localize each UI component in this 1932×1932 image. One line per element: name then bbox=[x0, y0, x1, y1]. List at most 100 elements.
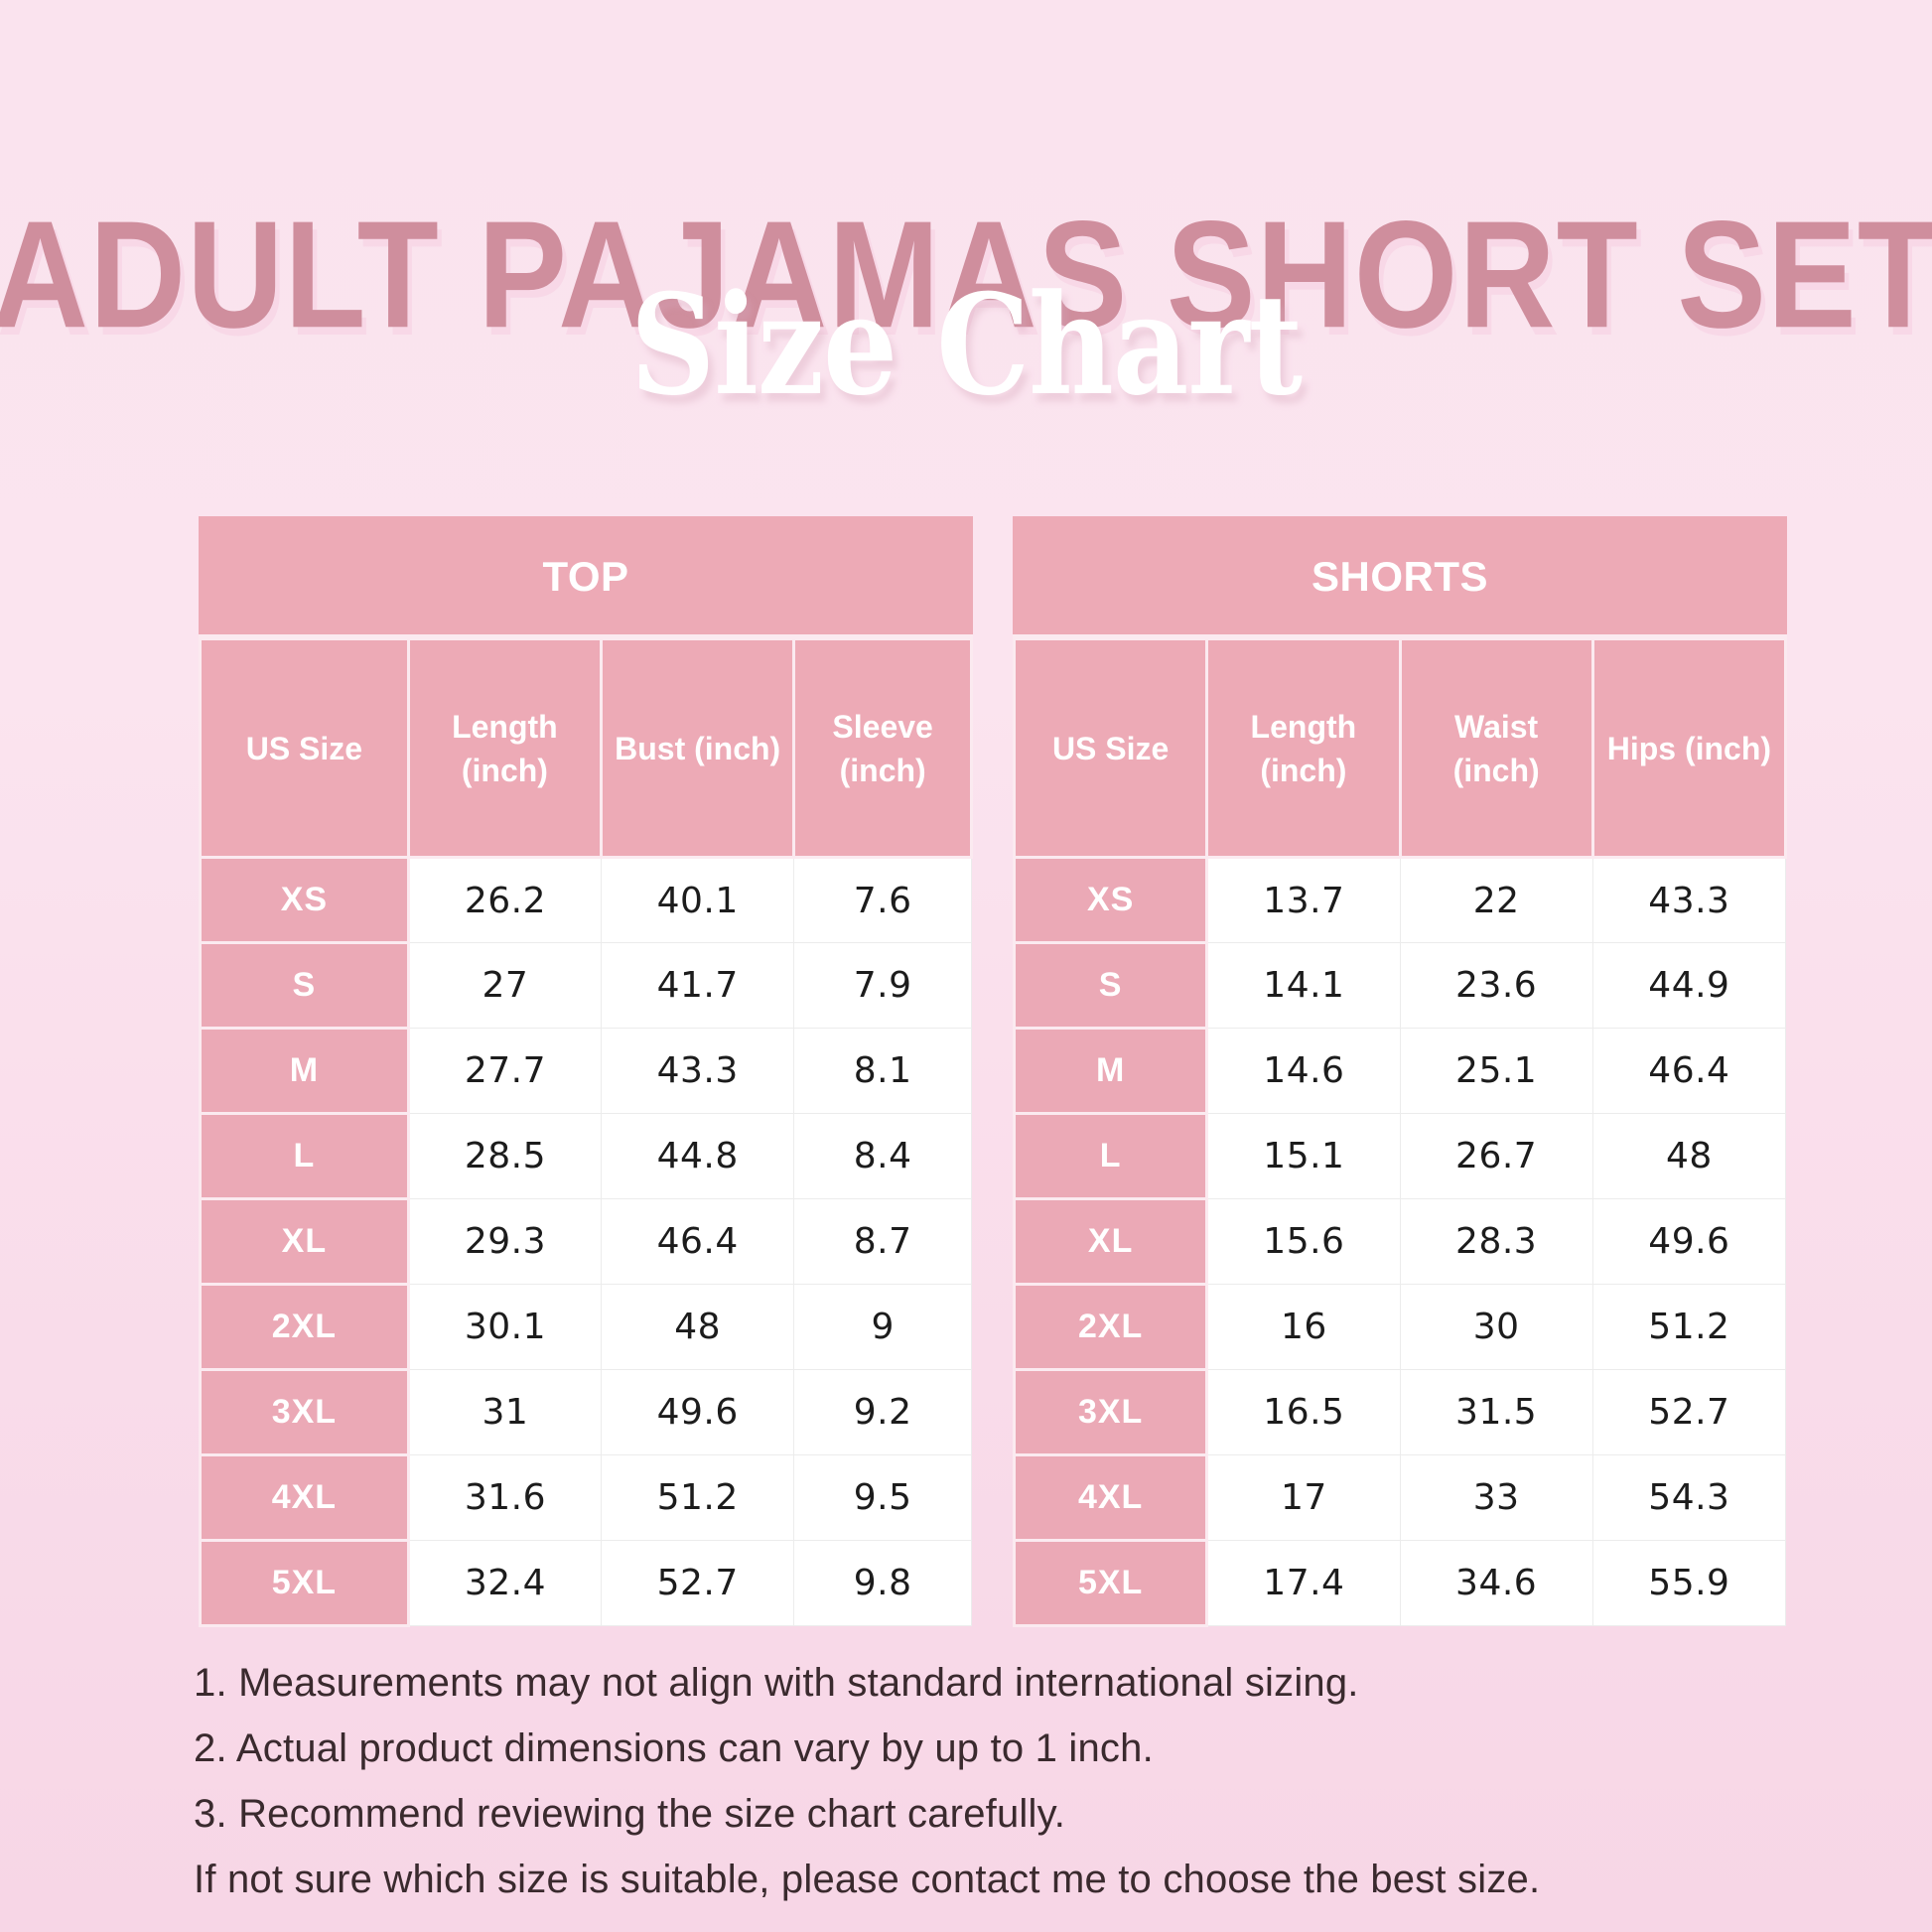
value-length: 14.1 bbox=[1206, 942, 1401, 1029]
page-subtitle: Size Chart bbox=[629, 263, 1303, 427]
value-hips: 48 bbox=[1591, 1113, 1787, 1199]
size-label: M bbox=[199, 1027, 410, 1115]
col-header-bust: Bust (inch) bbox=[600, 637, 796, 859]
value-length: 15.1 bbox=[1206, 1113, 1401, 1199]
note-item: 3. Recommend reviewing the size chart ca… bbox=[194, 1792, 1066, 1836]
col-header-hips: Hips (inch) bbox=[1590, 637, 1788, 859]
value-length: 15.6 bbox=[1206, 1198, 1401, 1285]
size-label: M bbox=[1012, 1027, 1209, 1115]
value-waist: 30 bbox=[1399, 1284, 1593, 1370]
value-sleeve: 7.9 bbox=[793, 942, 972, 1029]
col-header-us-size: US Size bbox=[1012, 637, 1209, 859]
value-hips: 46.4 bbox=[1591, 1028, 1787, 1114]
value-length: 13.7 bbox=[1206, 857, 1401, 943]
table-top: TOP US Size Length (inch) Bust (inch) Sl… bbox=[199, 516, 973, 1627]
value-length: 27 bbox=[407, 942, 603, 1029]
size-label: XL bbox=[199, 1197, 410, 1286]
value-hips: 51.2 bbox=[1591, 1284, 1787, 1370]
table-row: S 27 41.7 7.9 bbox=[199, 941, 972, 1030]
table-top-head: US Size Length (inch) Bust (inch) Sleeve… bbox=[199, 637, 973, 859]
value-sleeve: 8.1 bbox=[793, 1028, 972, 1114]
value-sleeve: 9 bbox=[793, 1284, 972, 1370]
value-bust: 43.3 bbox=[601, 1028, 795, 1114]
size-label: 4XL bbox=[1012, 1453, 1209, 1542]
value-bust: 49.6 bbox=[601, 1369, 795, 1455]
value-hips: 54.3 bbox=[1591, 1454, 1787, 1541]
value-length: 14.6 bbox=[1206, 1028, 1401, 1114]
page-title: ADULT PAJAMAS SHORT SET bbox=[0, 190, 1932, 360]
value-length: 32.4 bbox=[407, 1540, 603, 1626]
size-label: L bbox=[1012, 1112, 1209, 1200]
value-sleeve: 9.5 bbox=[793, 1454, 972, 1541]
table-row: XS 13.7 22 43.3 bbox=[1012, 856, 1787, 944]
value-waist: 28.3 bbox=[1399, 1198, 1593, 1285]
value-length: 17.4 bbox=[1206, 1540, 1401, 1626]
size-label: XS bbox=[199, 856, 410, 944]
table-header-row: US Size Length (inch) Bust (inch) Sleeve… bbox=[199, 637, 973, 859]
value-sleeve: 8.4 bbox=[793, 1113, 972, 1199]
value-length: 16.5 bbox=[1206, 1369, 1401, 1455]
table-shorts: SHORTS US Size Length (inch) Waist (inch… bbox=[1012, 516, 1788, 1627]
table-row: M 14.6 25.1 46.4 bbox=[1012, 1027, 1787, 1115]
value-bust: 52.7 bbox=[601, 1540, 795, 1626]
table-row: 5XL 32.4 52.7 9.8 bbox=[199, 1539, 972, 1627]
value-hips: 43.3 bbox=[1591, 857, 1787, 943]
table-row: 3XL 16.5 31.5 52.7 bbox=[1012, 1368, 1787, 1456]
table-shorts-head: US Size Length (inch) Waist (inch) Hips … bbox=[1012, 637, 1788, 859]
col-header-length: Length (inch) bbox=[406, 637, 604, 859]
table-shorts-grid: US Size Length (inch) Waist (inch) Hips … bbox=[1012, 637, 1788, 1627]
value-length: 31 bbox=[407, 1369, 603, 1455]
table-shorts-title: SHORTS bbox=[1013, 516, 1787, 637]
size-label: L bbox=[199, 1112, 410, 1200]
value-bust: 40.1 bbox=[601, 857, 795, 943]
notes-block: 1. Measurements may not align with stand… bbox=[194, 1650, 1802, 1912]
value-hips: 49.6 bbox=[1591, 1198, 1787, 1285]
size-label: XS bbox=[1012, 856, 1209, 944]
size-label: 5XL bbox=[1012, 1539, 1209, 1627]
value-length: 31.6 bbox=[407, 1454, 603, 1541]
table-row: 4XL 17 33 54.3 bbox=[1012, 1453, 1787, 1542]
value-sleeve: 9.8 bbox=[793, 1540, 972, 1626]
value-waist: 25.1 bbox=[1399, 1028, 1593, 1114]
table-row: XS 26.2 40.1 7.6 bbox=[199, 856, 972, 944]
value-length: 30.1 bbox=[407, 1284, 603, 1370]
value-length: 16 bbox=[1206, 1284, 1401, 1370]
size-label: 3XL bbox=[1012, 1368, 1209, 1456]
value-bust: 51.2 bbox=[601, 1454, 795, 1541]
table-row: 2XL 30.1 48 9 bbox=[199, 1283, 972, 1371]
value-bust: 44.8 bbox=[601, 1113, 795, 1199]
title-block: ADULT PAJAMAS SHORT SET Size Chart bbox=[0, 199, 1932, 414]
table-row: L 15.1 26.7 48 bbox=[1012, 1112, 1787, 1200]
size-label: S bbox=[199, 941, 410, 1030]
table-row: 4XL 31.6 51.2 9.5 bbox=[199, 1453, 972, 1542]
table-row: M 27.7 43.3 8.1 bbox=[199, 1027, 972, 1115]
table-row: 3XL 31 49.6 9.2 bbox=[199, 1368, 972, 1456]
note-item: 2. Actual product dimensions can vary by… bbox=[194, 1726, 1154, 1770]
size-label: S bbox=[1012, 941, 1209, 1030]
value-bust: 46.4 bbox=[601, 1198, 795, 1285]
table-row: 2XL 16 30 51.2 bbox=[1012, 1283, 1787, 1371]
value-length: 27.7 bbox=[407, 1028, 603, 1114]
value-waist: 31.5 bbox=[1399, 1369, 1593, 1455]
value-hips: 55.9 bbox=[1591, 1540, 1787, 1626]
value-length: 28.5 bbox=[407, 1113, 603, 1199]
value-waist: 26.7 bbox=[1399, 1113, 1593, 1199]
table-row: XL 29.3 46.4 8.7 bbox=[199, 1197, 972, 1286]
value-bust: 48 bbox=[601, 1284, 795, 1370]
value-waist: 23.6 bbox=[1399, 942, 1593, 1029]
table-row: 5XL 17.4 34.6 55.9 bbox=[1012, 1539, 1787, 1627]
value-waist: 22 bbox=[1399, 857, 1593, 943]
size-label: 2XL bbox=[199, 1283, 410, 1371]
col-header-sleeve: Sleeve (inch) bbox=[792, 637, 973, 859]
size-label: 4XL bbox=[199, 1453, 410, 1542]
value-length: 29.3 bbox=[407, 1198, 603, 1285]
value-hips: 44.9 bbox=[1591, 942, 1787, 1029]
value-length: 17 bbox=[1206, 1454, 1401, 1541]
value-length: 26.2 bbox=[407, 857, 603, 943]
value-hips: 52.7 bbox=[1591, 1369, 1787, 1455]
table-shorts-body: XS 13.7 22 43.3 S 14.1 23.6 44.9 M 14.6 25.1 46.4… bbox=[1012, 856, 1787, 1627]
table-row: S 14.1 23.6 44.9 bbox=[1012, 941, 1787, 1030]
col-header-length: Length (inch) bbox=[1205, 637, 1402, 859]
